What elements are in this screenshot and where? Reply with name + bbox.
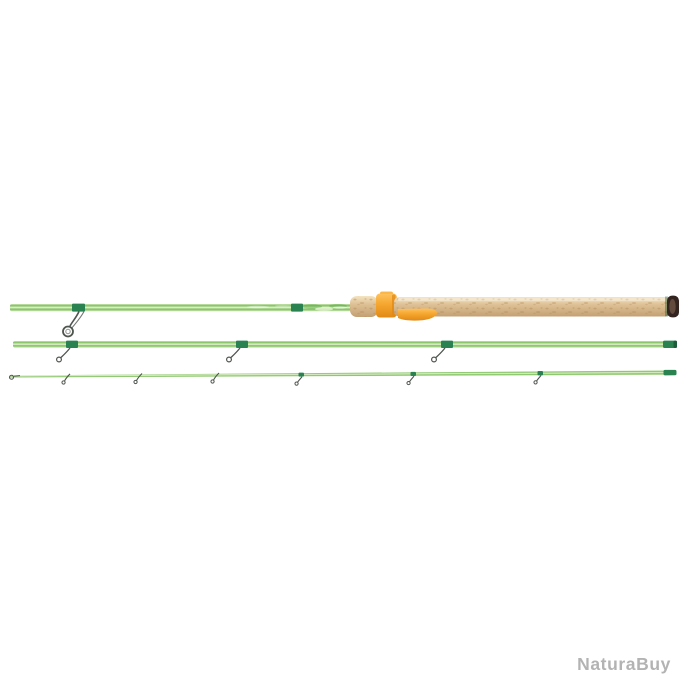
tip-guide <box>406 371 417 386</box>
ferrule-edge <box>673 340 677 348</box>
reel-seat <box>376 291 397 318</box>
rod-butt-section <box>10 291 679 338</box>
ferrule-band <box>663 369 677 376</box>
butt-section-blank <box>10 304 352 312</box>
ferrule-wrap <box>291 303 303 312</box>
rod-handle <box>350 291 679 321</box>
guide-wrap <box>72 303 85 312</box>
naturabuy-watermark: NaturaBuy <box>577 654 671 674</box>
middle-section-blank <box>13 341 677 348</box>
middle-guide <box>55 340 78 363</box>
rod-tip-section <box>8 369 677 386</box>
tip-section-blank <box>10 370 677 378</box>
stripper-guide <box>62 311 85 338</box>
tip-guide <box>533 370 544 385</box>
rod-middle-section <box>13 340 677 363</box>
cork-highlight <box>398 298 666 302</box>
tip-guide <box>210 372 220 384</box>
middle-guide <box>431 340 453 363</box>
cork-texture <box>350 296 378 317</box>
butt-cap <box>665 295 679 318</box>
middle-guide <box>226 340 248 363</box>
tip-guide <box>61 373 71 385</box>
cork-texture <box>394 297 670 317</box>
tip-top-guide <box>8 374 21 380</box>
reel-seat-hood <box>398 308 438 321</box>
tip-guide <box>133 373 143 385</box>
tip-guide <box>294 372 305 386</box>
blank-decoration <box>247 304 347 311</box>
